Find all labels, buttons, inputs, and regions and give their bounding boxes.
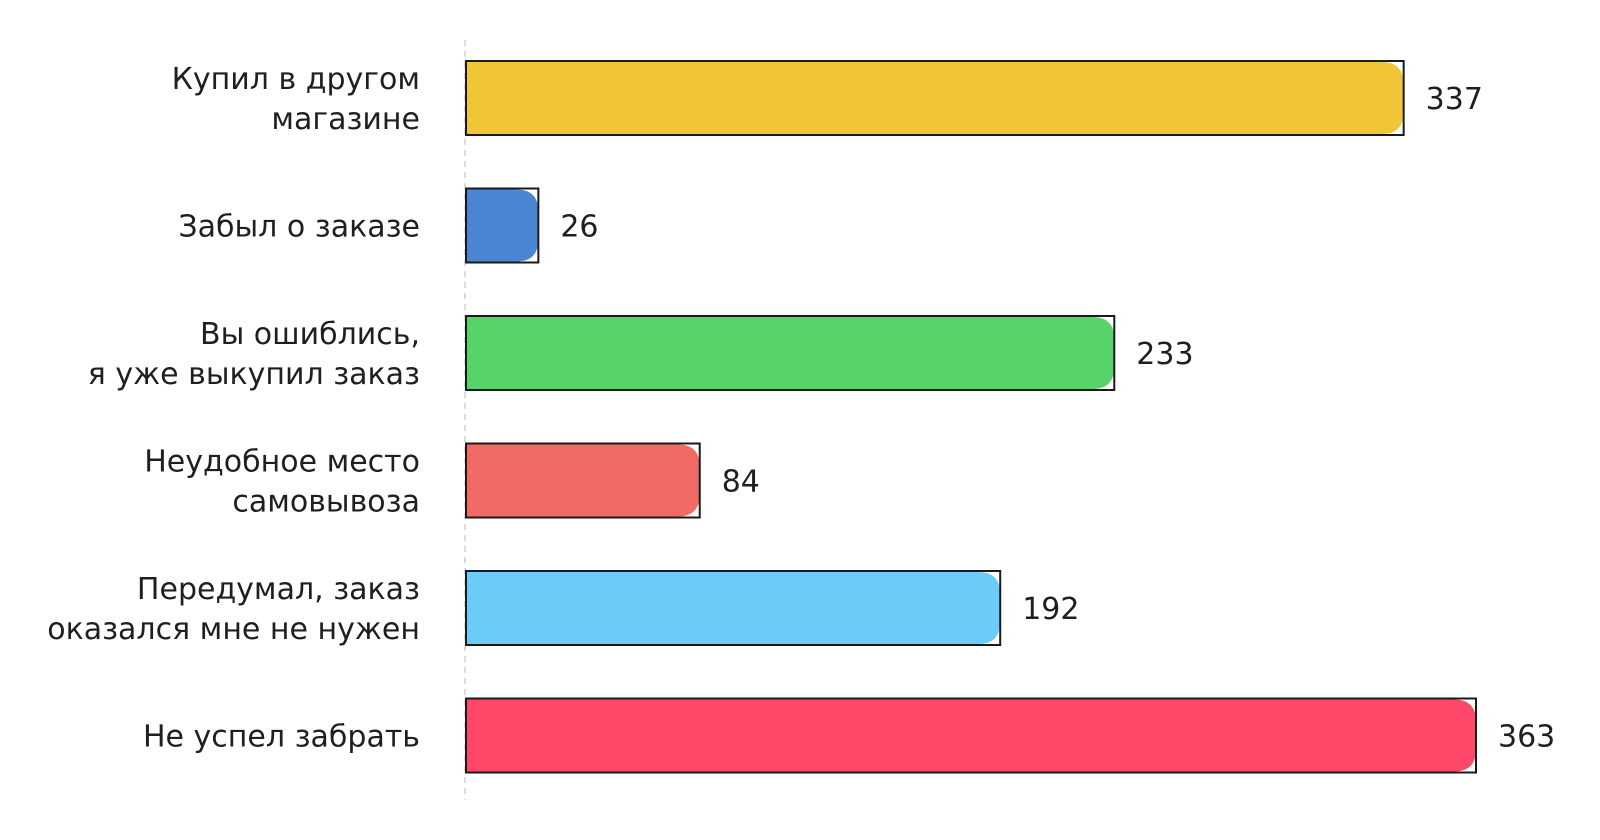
category-label: Вы ошиблись, [200,317,420,352]
category-label: Передумал, заказ [137,572,420,607]
bar [466,444,700,517]
bar-outline [465,315,1116,391]
bar [466,317,1115,389]
category-label: я уже выкупил заказ [88,357,420,392]
value-label: 26 [560,210,598,245]
bar-outline [465,187,540,264]
value-label: 337 [1426,82,1483,117]
bar [466,572,1001,644]
value-label: 363 [1498,720,1555,755]
bar-outline [465,442,701,519]
bar [466,699,1476,772]
category-label: Забыл о заказе [178,210,420,245]
bar-outline [465,570,1002,646]
value-label: 192 [1022,592,1079,627]
bars-group: 337 Купил в другом магазине 26 Забыл о заказ… [47,60,1555,774]
category-label: Неудобное место [144,445,420,480]
bar [466,189,539,262]
bar [466,62,1404,134]
bar-outline [465,60,1405,136]
bar-outline [465,697,1477,774]
category-label: магазине [271,102,420,137]
category-label: оказался мне не нужен [47,612,420,647]
value-label: 233 [1136,337,1193,372]
category-label: Купил в другом [172,62,420,97]
category-label: самовывоза [232,485,420,520]
value-label: 84 [722,465,760,500]
category-label: Не успел забрать [143,720,420,755]
